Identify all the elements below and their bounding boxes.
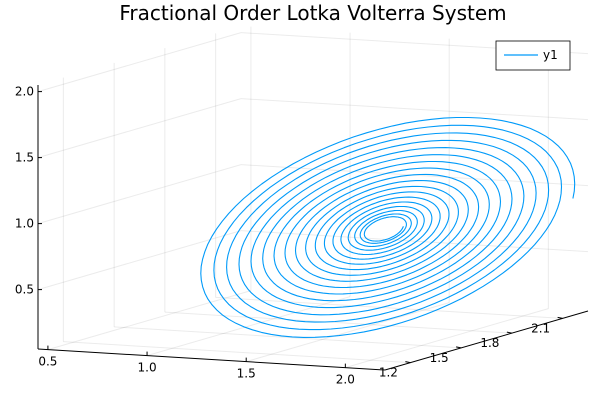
grid-z-back-2: [240, 98, 589, 121]
y-axis-line: [384, 310, 589, 371]
y-tick-label-0: 1.2: [379, 366, 398, 380]
chart-title: Fractional Order Lotka Volterra System: [119, 1, 506, 25]
grid-z-side-1: [37, 164, 242, 225]
y-tick-label-1: 1.5: [430, 351, 449, 365]
x-tick-label-1: 1.0: [138, 361, 157, 375]
series-line-y1: [200, 116, 576, 338]
y-tick-label-2: 1.8: [480, 336, 499, 350]
x-tick-label-3: 2.0: [336, 373, 355, 387]
grid-x-floor-2: [246, 302, 450, 363]
grid-z-side-0: [37, 230, 242, 291]
legend-label-y1: y1: [543, 48, 558, 62]
grid-x-floor-3: [345, 308, 549, 369]
grid-y-floor-1: [114, 326, 462, 349]
z-tick-label-1: 1.0: [15, 217, 34, 231]
y-tick-mark-0: [405, 361, 411, 364]
z-tick-label-2: 1.5: [15, 151, 34, 165]
x-tick-label-2: 1.5: [237, 367, 256, 381]
x-axis-line: [37, 348, 386, 371]
grid-y-floor-3: [215, 296, 563, 319]
grid-z-side-3: [37, 32, 242, 93]
tick-layer: 0.5 1.0 1.5 2.0 1.2 1.5 1.8 2.1 0.5 1.0 1.5 2.0: [15, 85, 563, 387]
series-layer: [200, 116, 576, 338]
grid-z-back-0: [240, 230, 589, 253]
y-tick-mark-2: [506, 331, 512, 334]
grid-x-floor-1: [146, 296, 351, 357]
axis-layer: [37, 85, 589, 371]
y-tick-mark-3: [557, 316, 563, 319]
y-tick-mark-1: [456, 346, 462, 349]
grid-z-side-2: [37, 98, 242, 159]
z-tick-label-3: 2.0: [15, 85, 34, 99]
grid-layer: [37, 26, 589, 369]
x-tick-label-0: 0.5: [38, 355, 57, 369]
grid-y-floor-0: [63, 341, 411, 364]
y-tick-label-3: 2.1: [531, 321, 550, 335]
grid-y-floor-2: [164, 311, 512, 334]
legend: y1: [495, 40, 571, 71]
grid-x-floor-0: [47, 290, 252, 351]
z-tick-label-0: 0.5: [15, 283, 34, 297]
